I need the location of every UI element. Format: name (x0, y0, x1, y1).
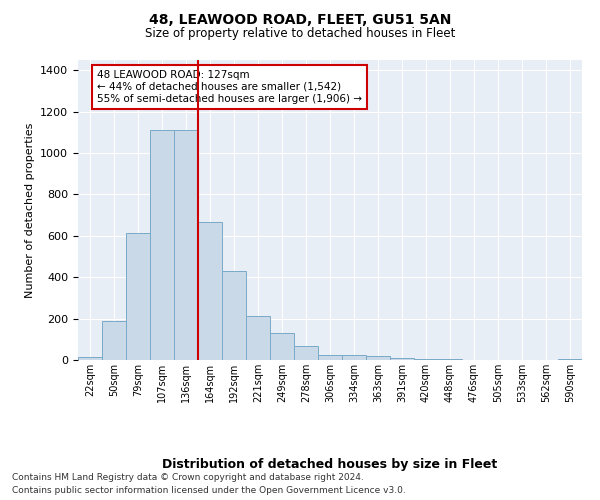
X-axis label: Distribution of detached houses by size in Fleet: Distribution of detached houses by size … (163, 458, 497, 470)
Bar (78, 357, 102, 360)
Text: Contains public sector information licensed under the Open Government Licence v3: Contains public sector information licen… (12, 486, 406, 495)
Text: 48 LEAWOOD ROAD: 127sqm
← 44% of detached houses are smaller (1,542)
55% of semi: 48 LEAWOOD ROAD: 127sqm ← 44% of detache… (97, 70, 362, 104)
Bar (222, 271, 246, 360)
Bar (366, 356, 390, 360)
Bar (174, 130, 198, 360)
Bar (150, 130, 174, 360)
Bar (414, 359, 438, 360)
Bar (390, 358, 414, 360)
Bar (246, 316, 270, 360)
Bar (126, 233, 150, 360)
Text: 48, LEAWOOD ROAD, FLEET, GU51 5AN: 48, LEAWOOD ROAD, FLEET, GU51 5AN (149, 12, 451, 26)
Bar (342, 355, 366, 360)
Text: Size of property relative to detached houses in Fleet: Size of property relative to detached ho… (145, 28, 455, 40)
Bar (270, 333, 294, 360)
Bar (198, 222, 222, 360)
Text: Contains HM Land Registry data © Crown copyright and database right 2024.: Contains HM Land Registry data © Crown c… (12, 472, 364, 482)
Bar (102, 320, 126, 360)
Bar (294, 346, 318, 360)
Bar (318, 355, 342, 360)
Y-axis label: Number of detached properties: Number of detached properties (25, 122, 35, 298)
